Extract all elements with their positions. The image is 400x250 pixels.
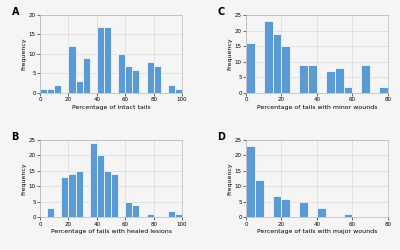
X-axis label: Percentage of tails with major wounds: Percentage of tails with major wounds <box>257 230 377 234</box>
Bar <box>40 89 47 93</box>
Bar <box>344 87 352 93</box>
Bar <box>47 208 54 218</box>
Bar <box>246 43 255 93</box>
Bar <box>308 65 317 93</box>
Bar <box>299 202 308 218</box>
Bar <box>68 174 76 218</box>
Bar <box>272 34 282 93</box>
Bar <box>125 202 132 218</box>
Bar <box>379 87 388 93</box>
Bar <box>168 211 175 218</box>
Bar <box>282 199 290 218</box>
Bar <box>299 65 308 93</box>
X-axis label: Percentage of tails with healed lesions: Percentage of tails with healed lesions <box>50 230 172 234</box>
Bar <box>168 85 175 93</box>
Y-axis label: Frequency: Frequency <box>227 38 232 70</box>
Bar <box>90 143 97 218</box>
Bar <box>104 27 111 93</box>
Bar <box>154 66 161 93</box>
Bar <box>54 85 61 93</box>
Bar <box>132 205 140 218</box>
Bar <box>146 214 154 218</box>
Bar <box>76 171 83 218</box>
Bar <box>175 89 182 93</box>
Y-axis label: Frequency: Frequency <box>21 38 26 70</box>
Bar <box>272 196 282 218</box>
Y-axis label: Frequency: Frequency <box>21 162 26 195</box>
Bar <box>361 65 370 93</box>
Text: A: A <box>12 7 19 17</box>
Bar <box>132 70 140 93</box>
Text: D: D <box>218 132 226 142</box>
Bar <box>264 21 272 93</box>
Text: B: B <box>12 132 19 142</box>
Bar <box>282 46 290 93</box>
Bar <box>61 177 68 218</box>
Bar <box>97 155 104 218</box>
Bar <box>326 71 335 93</box>
Bar <box>83 58 90 93</box>
Bar <box>146 62 154 93</box>
Bar <box>125 66 132 93</box>
Bar <box>97 27 104 93</box>
Bar <box>255 180 264 218</box>
Bar <box>317 208 326 218</box>
Text: C: C <box>218 7 225 17</box>
X-axis label: Percentage of intact tails: Percentage of intact tails <box>72 105 150 110</box>
Bar <box>335 68 344 93</box>
X-axis label: Percentage of tails with minor wounds: Percentage of tails with minor wounds <box>257 105 377 110</box>
Bar <box>47 89 54 93</box>
Bar <box>111 174 118 218</box>
Bar <box>68 46 76 93</box>
Bar <box>175 214 182 218</box>
Y-axis label: Frequency: Frequency <box>227 162 232 195</box>
Bar <box>246 146 255 218</box>
Bar <box>76 81 83 93</box>
Bar <box>118 54 125 93</box>
Bar <box>104 171 111 218</box>
Bar <box>344 214 352 218</box>
